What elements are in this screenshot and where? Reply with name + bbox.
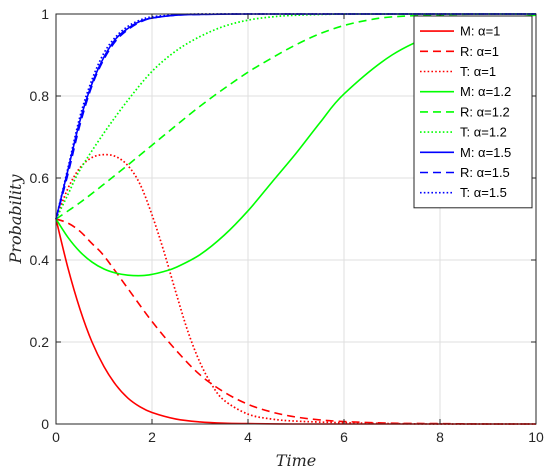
legend-entry-1: M: α=1: [460, 24, 500, 39]
x-tick-labels: 0 2 4 6 8 10: [52, 429, 544, 445]
legend-entry-4: M: α=1.2: [460, 84, 511, 99]
y-tick-label: 1: [41, 6, 49, 22]
series-line-3: [55, 153, 536, 425]
x-tick-label: 2: [148, 429, 156, 445]
legend-entry-8: R: α=1.5: [460, 165, 510, 180]
legend-entry-3: T: α=1: [460, 64, 496, 79]
legend-entry-5: R: α=1.2: [460, 104, 510, 119]
y-axis-label: Probability: [6, 174, 25, 265]
legend: M: α=1 R: α=1 T: α=1 M: α=1.2 R: α=1.2 T: α=1…: [413, 15, 533, 209]
x-tick-label: 10: [528, 429, 544, 445]
y-tick-label: 0.2: [30, 334, 50, 350]
x-tick-label: 6: [340, 429, 348, 445]
axis-ticks: [55, 13, 537, 425]
legend-entry-2: R: α=1: [460, 44, 499, 59]
legend-entry-6: T: α=1.2: [460, 125, 507, 140]
plot-frame: [55, 13, 537, 425]
x-tick-label: 0: [52, 429, 60, 445]
y-tick-labels: 0 0.2 0.4 0.6 0.8 1: [30, 6, 50, 432]
legend-entry-9: T: α=1.5: [460, 185, 507, 200]
series-line-4: [55, 14, 537, 277]
legend-entry-7: M: α=1.5: [460, 145, 511, 160]
x-tick-label: 8: [436, 429, 444, 445]
y-tick-label: 0: [41, 416, 49, 432]
y-tick-label: 0.8: [30, 88, 50, 104]
x-tick-label: 4: [244, 429, 252, 445]
y-tick-label: 0.6: [30, 170, 50, 186]
x-axis-label: Time: [276, 451, 316, 470]
y-tick-label: 0.4: [30, 252, 50, 268]
